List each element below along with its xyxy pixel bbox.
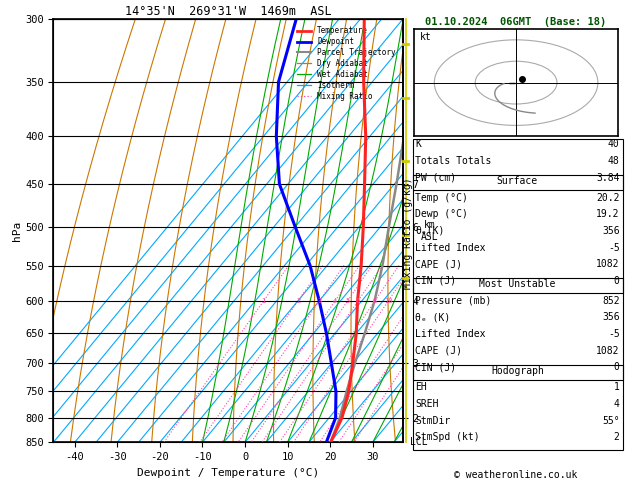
Text: LCL: LCL: [409, 437, 427, 447]
Text: 4: 4: [614, 399, 620, 409]
Text: 6: 6: [356, 298, 360, 304]
Text: θₑ (K): θₑ (K): [415, 312, 450, 323]
Text: Temp (°C): Temp (°C): [415, 193, 468, 203]
Text: © weatheronline.co.uk: © weatheronline.co.uk: [454, 470, 577, 480]
Text: 55°: 55°: [602, 416, 620, 426]
Text: StmSpd (kt): StmSpd (kt): [415, 432, 480, 442]
Text: CIN (J): CIN (J): [415, 362, 456, 372]
Text: 0: 0: [614, 276, 620, 286]
Text: 8: 8: [373, 298, 377, 304]
Title: 14°35'N  269°31'W  1469m  ASL: 14°35'N 269°31'W 1469m ASL: [125, 5, 331, 18]
Text: Pressure (mb): Pressure (mb): [415, 296, 491, 306]
Text: 2: 2: [296, 298, 300, 304]
Legend: Temperature, Dewpoint, Parcel Trajectory, Dry Adiabat, Wet Adiabat, Isotherm, Mi: Temperature, Dewpoint, Parcel Trajectory…: [294, 23, 399, 104]
Text: Mixing Ratio (g/kg): Mixing Ratio (g/kg): [403, 177, 413, 289]
Text: 19.2: 19.2: [596, 209, 620, 220]
Text: 5: 5: [345, 298, 350, 304]
Text: kt: kt: [420, 33, 431, 42]
Text: CAPE (J): CAPE (J): [415, 346, 462, 356]
Text: Hodograph: Hodograph: [491, 366, 544, 376]
Text: 48: 48: [608, 156, 620, 166]
Text: K: K: [415, 139, 421, 150]
Text: θₑ(K): θₑ(K): [415, 226, 445, 236]
Text: SREH: SREH: [415, 399, 438, 409]
Text: 01.10.2024  06GMT  (Base: 18): 01.10.2024 06GMT (Base: 18): [425, 17, 606, 27]
Text: 2: 2: [614, 432, 620, 442]
Text: 1: 1: [614, 382, 620, 393]
Text: 40: 40: [608, 139, 620, 150]
Text: Totals Totals: Totals Totals: [415, 156, 491, 166]
Text: 0: 0: [614, 362, 620, 372]
Text: 852: 852: [602, 296, 620, 306]
Text: Lifted Index: Lifted Index: [415, 243, 486, 253]
Text: 1: 1: [262, 298, 266, 304]
Text: PW (cm): PW (cm): [415, 173, 456, 183]
Text: CAPE (J): CAPE (J): [415, 259, 462, 269]
Text: Lifted Index: Lifted Index: [415, 329, 486, 339]
Text: Most Unstable: Most Unstable: [479, 279, 555, 290]
Text: 1082: 1082: [596, 346, 620, 356]
Text: 1082: 1082: [596, 259, 620, 269]
Text: 10: 10: [384, 298, 392, 304]
Text: -5: -5: [608, 329, 620, 339]
Text: 20.2: 20.2: [596, 193, 620, 203]
Text: Surface: Surface: [497, 176, 538, 187]
Text: 3: 3: [317, 298, 321, 304]
Text: EH: EH: [415, 382, 427, 393]
X-axis label: Dewpoint / Temperature (°C): Dewpoint / Temperature (°C): [137, 468, 319, 478]
Text: 356: 356: [602, 312, 620, 323]
Text: 356: 356: [602, 226, 620, 236]
Y-axis label: km
ASL: km ASL: [420, 220, 438, 242]
Text: Dewp (°C): Dewp (°C): [415, 209, 468, 220]
Text: CIN (J): CIN (J): [415, 276, 456, 286]
Text: -5: -5: [608, 243, 620, 253]
Y-axis label: hPa: hPa: [12, 221, 22, 241]
Text: StmDir: StmDir: [415, 416, 450, 426]
Text: 4: 4: [333, 298, 337, 304]
Text: 3.84: 3.84: [596, 173, 620, 183]
